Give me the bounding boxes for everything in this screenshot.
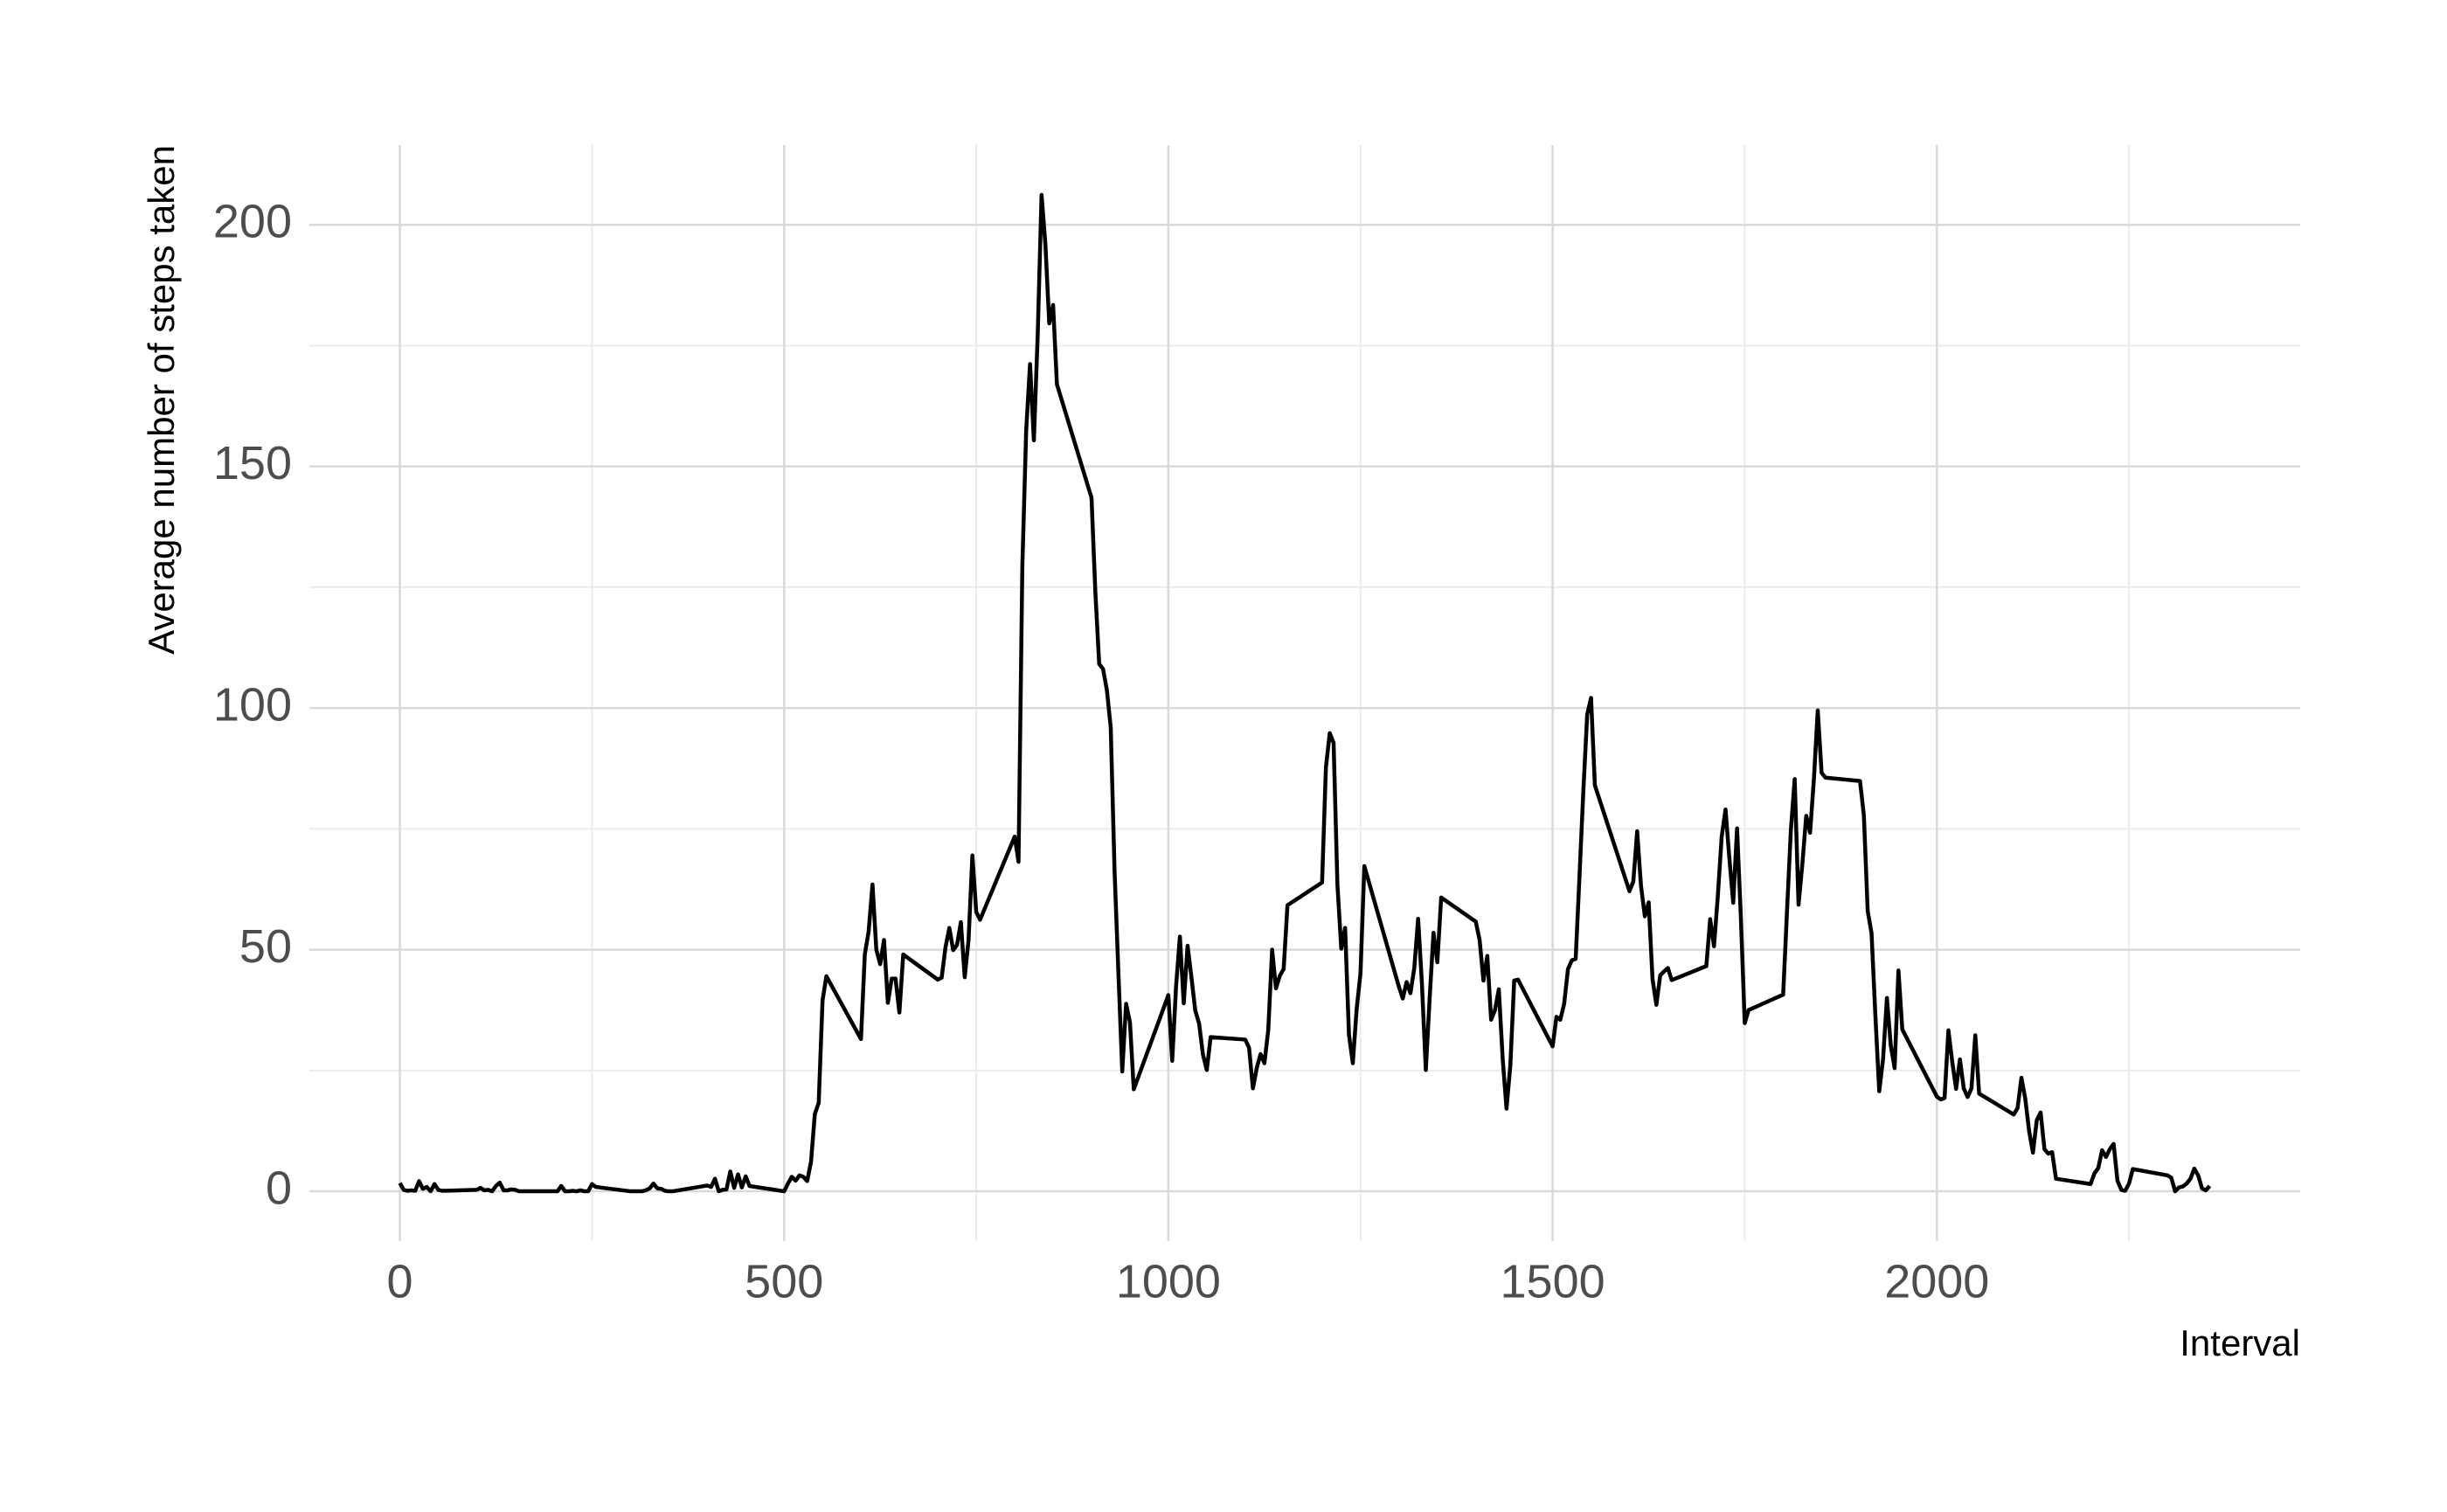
x-axis-title: Interval — [2180, 1322, 2300, 1363]
y-tick-label: 150 — [213, 437, 292, 489]
x-tick-label: 2000 — [1884, 1255, 1989, 1307]
y-tick-label: 50 — [239, 920, 292, 973]
x-tick-label: 500 — [745, 1255, 823, 1307]
y-tick-label: 200 — [213, 195, 292, 247]
y-tick-label: 100 — [213, 678, 292, 731]
x-tick-label: 0 — [387, 1255, 413, 1307]
data-line — [398, 192, 2212, 1194]
y-axis-title: Average number of steps taken — [141, 145, 182, 655]
x-tick-label: 1500 — [1501, 1255, 1605, 1307]
y-tick-label: 0 — [266, 1162, 292, 1214]
x-tick-label: 1000 — [1116, 1255, 1221, 1307]
